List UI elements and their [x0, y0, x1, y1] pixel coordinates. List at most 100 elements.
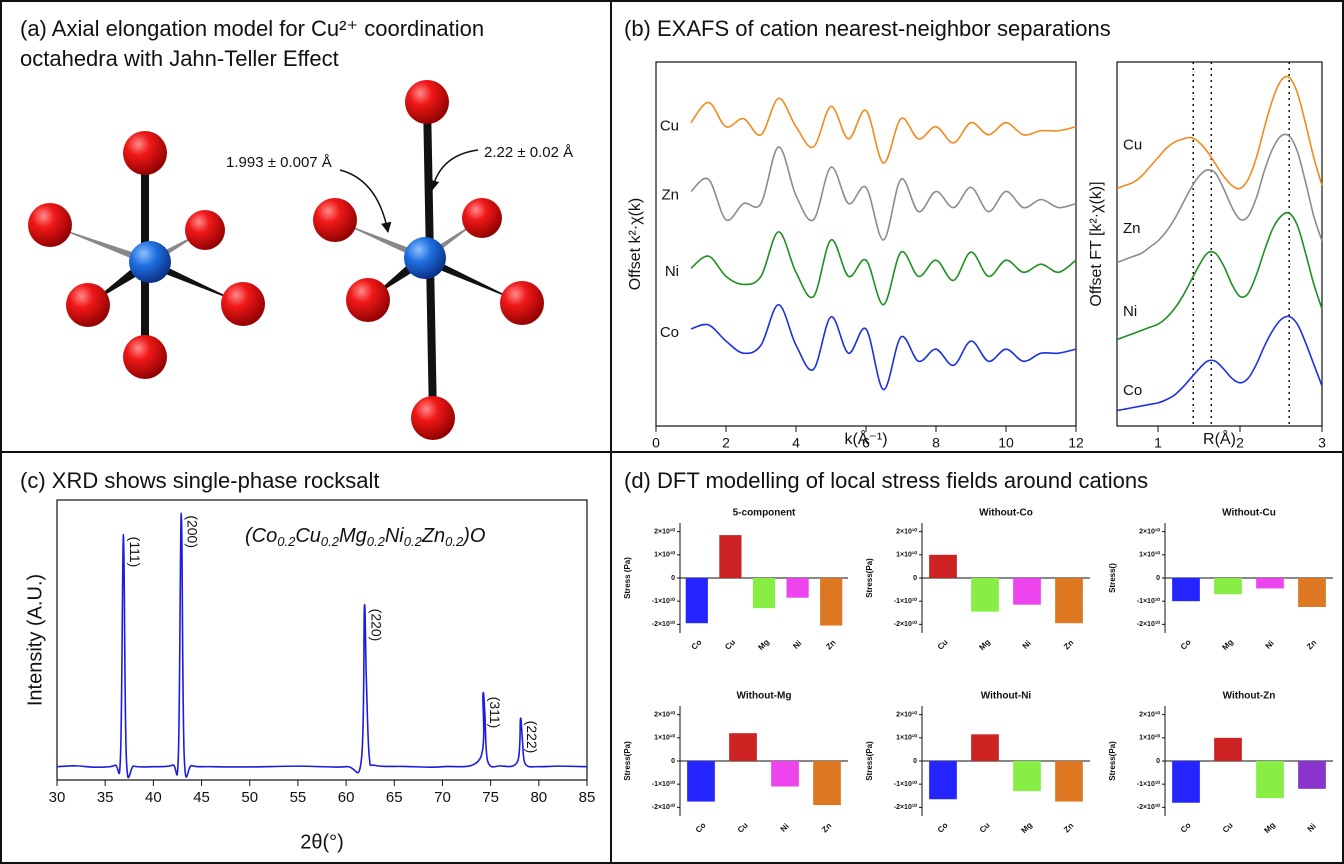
octahedron-elongated [313, 80, 544, 440]
y-tick-label: 0 [913, 575, 917, 582]
plot-frame [56, 499, 588, 781]
annotation-part: 0.2 [445, 534, 464, 549]
x-tick-label: 3 [1318, 435, 1326, 451]
y-axis-label: Offset k²·χ(k) [627, 198, 644, 291]
annotation-part: (Co [245, 525, 277, 547]
y-tick-label: -1×10¹⁰ [652, 780, 675, 788]
y-tick-label: 1×10¹⁰ [1139, 734, 1160, 742]
x-tick-label: Cu [736, 821, 750, 835]
x-tick-label: Ni [791, 639, 803, 651]
chart-title: Without-Cu [1222, 508, 1276, 519]
y-axis-label: Offset FT [k²·χ(k)] [1088, 181, 1105, 306]
y-tick-label: -1×10¹⁰ [894, 597, 917, 605]
chart-title: 5-component [733, 508, 796, 519]
series-label: Zn [1123, 220, 1141, 237]
bar [729, 733, 757, 761]
data-line [690, 146, 1077, 241]
data-line [690, 231, 1077, 306]
series-label: Ni [1123, 303, 1137, 320]
x-tick-label: Cu [1221, 821, 1235, 835]
y-tick-label: 0 [913, 758, 917, 765]
chart-title: Without-Zn [1223, 691, 1276, 702]
series-label: Co [1123, 382, 1142, 399]
y-tick-label: -2×10¹⁰ [652, 803, 675, 811]
series-label: Ni [665, 263, 679, 280]
y-tick-label: 2×10¹⁰ [896, 710, 917, 718]
bar [1013, 578, 1041, 605]
panel-title: (c) XRD shows single-phase rocksalt [20, 468, 379, 493]
x-tick-label: Co [690, 638, 704, 652]
x-tick-label: Co [1179, 638, 1193, 652]
bar [1172, 578, 1200, 602]
x-tick-label: 55 [290, 789, 307, 806]
x-tick-label: 30 [49, 789, 66, 806]
plot-frame [1116, 61, 1323, 427]
y-tick-label: 0 [671, 575, 675, 582]
peak-label: (222) [524, 721, 540, 754]
x-tick-label: 70 [434, 789, 451, 806]
x-tick-label: Ni [1021, 639, 1033, 651]
data-line [1116, 211, 1323, 341]
x-tick-label: 2 [722, 435, 730, 451]
bar [685, 578, 708, 624]
bar [687, 761, 715, 802]
x-tick-label: 2 [1236, 435, 1244, 451]
annotation-part: 0.2 [367, 534, 386, 549]
bar [971, 734, 999, 761]
arrow [339, 169, 392, 234]
y-axis-label: Stress(Pa) [1108, 741, 1117, 781]
x-tick-label: Zn [1305, 638, 1318, 651]
y-tick-label: 1×10¹⁰ [896, 734, 917, 742]
bar [1055, 578, 1083, 624]
y-tick-label: -2×10¹⁰ [652, 620, 675, 628]
bar [1055, 761, 1083, 802]
y-tick-label: -1×10¹⁰ [894, 780, 917, 788]
peak-label: (111) [127, 537, 143, 568]
bar [1172, 761, 1200, 803]
x-axis-label: k(Å⁻¹) [844, 429, 887, 448]
bar [1298, 578, 1326, 607]
bar [1256, 761, 1284, 799]
x-tick-label: 75 [482, 789, 499, 806]
y-tick-label: -1×10¹⁰ [1137, 780, 1160, 788]
data-line [690, 97, 1077, 164]
chart-title: Without-Ni [981, 691, 1032, 702]
peak-label: (220) [369, 609, 385, 642]
x-tick-label: Co [1179, 821, 1193, 835]
x-tick-label: Zn [820, 821, 833, 834]
x-tick-label: 45 [193, 789, 210, 806]
x-tick-label: Mg [1220, 637, 1235, 652]
y-tick-label: -2×10¹⁰ [1137, 620, 1160, 628]
x-tick-label: 85 [579, 789, 596, 806]
x-tick-label: Zn [1062, 821, 1075, 834]
annotation-part: Cu [295, 525, 321, 547]
y-tick-label: -1×10¹⁰ [652, 597, 675, 605]
y-tick-label: -2×10¹⁰ [894, 620, 917, 628]
annotation-part: Ni [385, 525, 404, 547]
x-tick-label: 80 [530, 789, 547, 806]
x-tick-label: 8 [932, 435, 940, 451]
y-tick-label: 2×10¹⁰ [1139, 710, 1160, 718]
annotation: 1.993 ± 0.007 Å [226, 154, 332, 171]
x-tick-label: 6 [862, 435, 870, 451]
x-tick-label: 1 [1154, 435, 1162, 451]
x-tick-label: Cu [936, 638, 950, 652]
y-tick-label: 1×10¹⁰ [654, 551, 675, 559]
y-axis-label: Stress(Pa) [865, 558, 874, 598]
x-tick-label: Zn [824, 638, 837, 651]
x-axis-label: 2θ(°) [300, 831, 344, 853]
x-tick-label: Cu [978, 821, 992, 835]
y-axis-label: Intensity (A.U.) [24, 574, 46, 706]
x-tick-label: Mg [756, 637, 771, 652]
x-tick-label: Ni [1306, 822, 1318, 834]
bar [1214, 737, 1242, 761]
data-line [1116, 315, 1323, 412]
x-tick-label: 12 [1068, 435, 1084, 451]
x-tick-label: Mg [1019, 820, 1034, 835]
y-tick-label: -1×10¹⁰ [1137, 597, 1160, 605]
annotation-part: 0.2 [321, 534, 340, 549]
annotation: 2.22 ± 0.02 Å [484, 144, 573, 161]
data-line [1116, 75, 1323, 190]
